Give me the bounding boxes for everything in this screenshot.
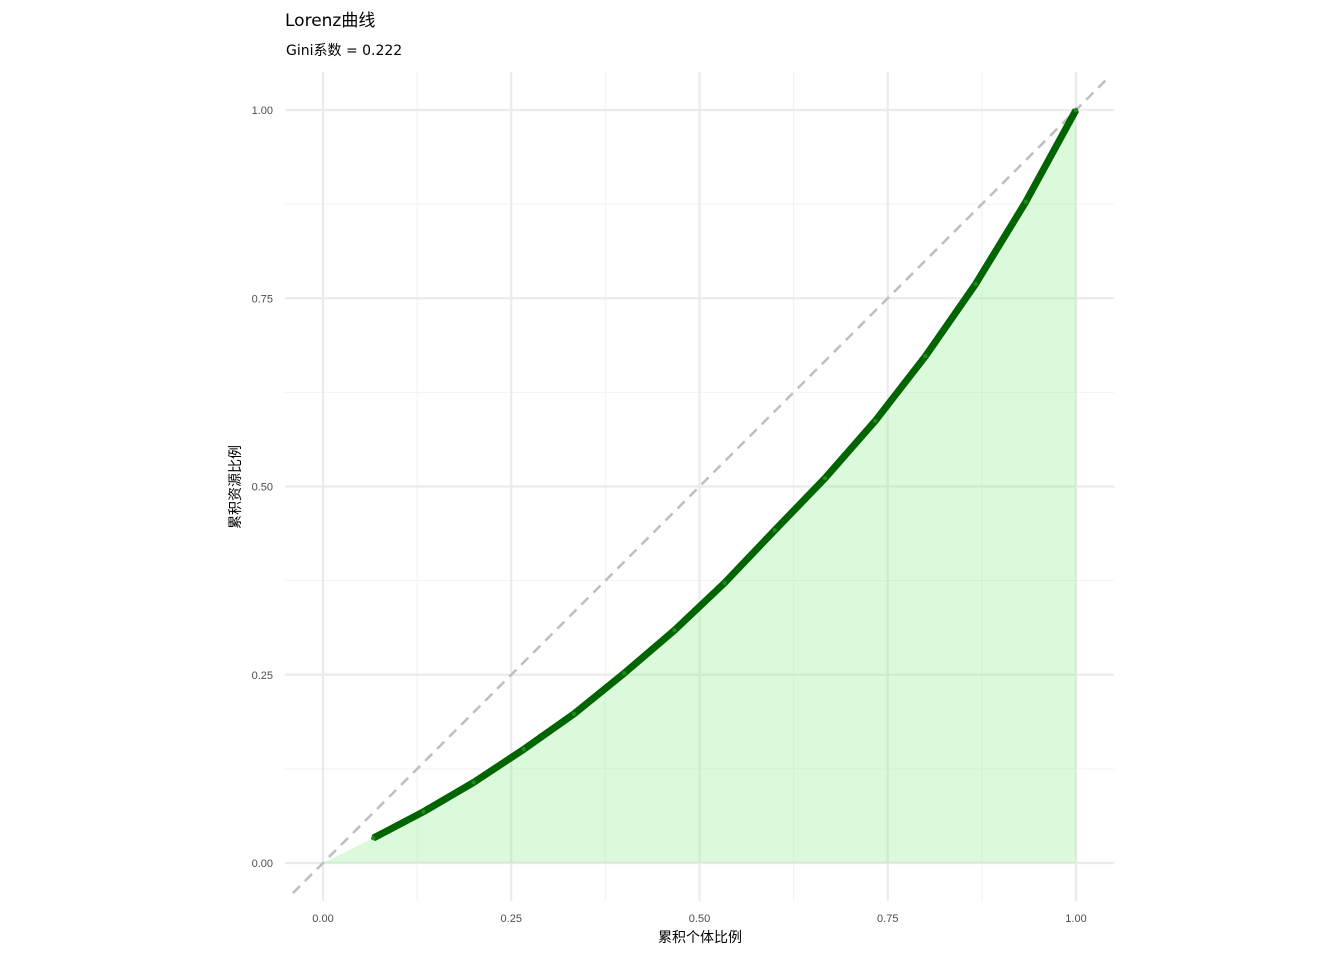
equality-line [291,78,1108,895]
chart-subtitle: Gini系数 = 0.222 [286,43,402,59]
lorenz-point [1023,199,1028,205]
lorenz-point [421,809,426,814]
lorenz-point [571,711,577,717]
lorenz-point [822,476,828,481]
y-tick-label: 1.00 [252,105,273,117]
lorenz-point [872,418,878,424]
y-tick-label: 0.25 [252,670,273,682]
lorenz-area [323,110,1076,863]
x-tick-label: 0.00 [312,913,333,925]
x-tick-label: 0.25 [501,913,522,925]
tick-labels: 0.00 0.25 0.50 0.75 1.00 0.00 0.25 0.50 0.75 1.00 [252,105,1087,925]
grid [285,72,1114,901]
lorenz-point [672,628,677,633]
lorenz-point [923,354,928,359]
lorenz-point [521,747,527,752]
x-tick-label: 0.75 [877,913,898,925]
lorenz-point [722,580,727,586]
x-tick-label: 1.00 [1065,913,1086,925]
lorenz-point [371,835,376,841]
x-tick-label: 0.50 [689,913,710,925]
chart-title: Lorenz曲线 [285,11,375,31]
y-tick-label: 0.00 [252,858,273,870]
lorenz-point [471,780,476,785]
lorenz-point [973,281,978,287]
lorenz-point [1073,107,1079,113]
y-tick-label: 0.75 [252,293,273,305]
y-axis-label: 累积资源比例 [228,445,244,529]
y-tick-label: 0.50 [252,482,273,494]
lorenz-point [772,527,777,533]
x-axis-label: 累积个体比例 [658,930,742,946]
lorenz-point [622,671,627,676]
